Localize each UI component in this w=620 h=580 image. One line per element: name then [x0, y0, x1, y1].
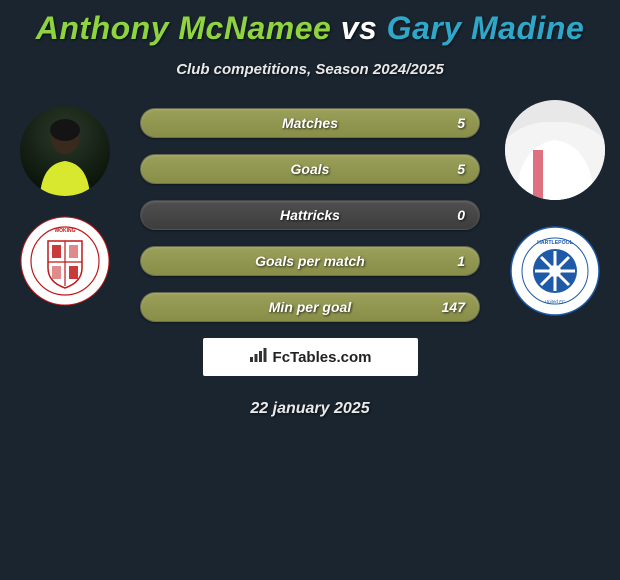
- svg-text:WOKING: WOKING: [54, 228, 75, 234]
- date-text: 22 january 2025: [0, 400, 620, 418]
- bar-goals-per-match: Goals per match 1: [140, 246, 480, 276]
- bar-goals: Goals 5: [140, 154, 480, 184]
- bar-label: Hattricks: [280, 207, 340, 223]
- player1-club-badge: WOKING: [20, 216, 110, 306]
- bar-label: Goals per match: [255, 253, 365, 269]
- page-title: Anthony McNamee vs Gary Madine: [0, 0, 620, 47]
- right-column: HARTLEPOOL United FC: [500, 100, 610, 316]
- player2-avatar: [505, 100, 605, 200]
- bar-label: Min per goal: [269, 299, 351, 315]
- player2-club-badge: HARTLEPOOL United FC: [510, 226, 600, 316]
- bar-value: 5: [457, 115, 465, 131]
- subtitle: Club competitions, Season 2024/2025: [0, 61, 620, 78]
- content-area: WOKING: [0, 100, 620, 322]
- chart-icon: [249, 347, 269, 368]
- svg-text:United FC: United FC: [545, 299, 566, 304]
- stats-bars: Matches 5 Goals 5 Hattricks 0 Goals per …: [140, 100, 480, 322]
- bar-value: 0: [457, 207, 465, 223]
- bar-hattricks: Hattricks 0: [140, 200, 480, 230]
- bar-value: 147: [442, 299, 465, 315]
- bar-label: Matches: [282, 115, 338, 131]
- bar-label: Goals: [291, 161, 330, 177]
- bar-value: 1: [457, 253, 465, 269]
- player1-avatar: [20, 106, 110, 196]
- bar-matches: Matches 5: [140, 108, 480, 138]
- bar-value: 5: [457, 161, 465, 177]
- credit-text: FcTables.com: [273, 349, 372, 366]
- svg-text:HARTLEPOOL: HARTLEPOOL: [537, 240, 574, 246]
- credit-badge: FcTables.com: [203, 338, 418, 376]
- bar-min-per-goal: Min per goal 147: [140, 292, 480, 322]
- title-vs: vs: [341, 10, 378, 46]
- title-player1: Anthony McNamee: [36, 10, 332, 46]
- left-column: WOKING: [10, 100, 120, 306]
- title-player2: Gary Madine: [387, 10, 585, 46]
